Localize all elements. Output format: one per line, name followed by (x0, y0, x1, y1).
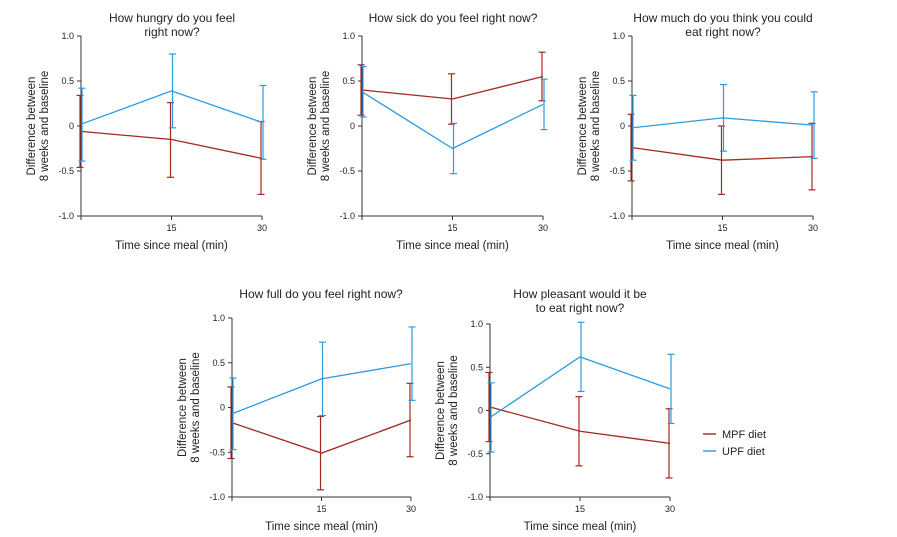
y-tick-label: 1.0 (342, 31, 355, 41)
y-axis-label-line: 8 weeks and baseline (590, 71, 602, 182)
x-tick-label: 30 (257, 223, 267, 233)
y-axis-label: Difference between8 weeks and baseline (435, 355, 460, 466)
chart-panel-2: How sick do you feel right now? -1.0 -0.5 0… (307, 11, 548, 252)
y-axis-label-line: 8 weeks and baseline (448, 355, 460, 466)
x-axis-label: Time since meal (min) (666, 240, 779, 252)
y-axis-label: Difference between8 weeks and baseline (26, 71, 51, 182)
series-line-mpf-diet (489, 406, 671, 445)
y-tick-label: -1.0 (339, 211, 355, 221)
y-tick-label: 0.5 (212, 358, 225, 368)
legend: MPF diet UPF diet (703, 429, 766, 458)
y-tick-label: -1.0 (58, 211, 74, 221)
chart-title-line: How much do you think you could (633, 11, 812, 25)
y-tick-label: -0.5 (467, 449, 483, 459)
y-axis-label: Difference between8 weeks and baseline (177, 352, 202, 463)
chart-title-line: How sick do you feel right now? (369, 11, 538, 25)
y-tick-label: 1.0 (470, 319, 483, 329)
chart-title-line: eat right now? (685, 25, 761, 39)
x-axis-label: Time since meal (min) (524, 521, 637, 533)
y-axis-label-line: 8 weeks and baseline (190, 352, 202, 463)
y-tick-label: 1.0 (61, 31, 74, 41)
y-tick-label: 0 (220, 403, 225, 413)
y-axis-label: Difference between8 weeks and baseline (577, 71, 602, 182)
y-tick-label: -1.0 (209, 492, 225, 502)
y-axis-label-line: Difference between (177, 358, 189, 457)
y-tick-label: -1.0 (467, 492, 483, 502)
x-tick-label: 30 (406, 504, 416, 514)
y-tick-label: -0.5 (609, 166, 625, 176)
x-tick-label: 15 (166, 223, 176, 233)
y-axis-label: Difference between8 weeks and baseline (307, 71, 332, 182)
series-line-upf-diet (361, 91, 544, 150)
chart-title-line: How hungry do you feel (109, 11, 235, 25)
chart-panel-4: How full do you feel right now? -1.0 -0.5 0… (177, 287, 416, 533)
y-tick-label: 0 (350, 121, 355, 131)
chart-title-line: to eat right now? (536, 301, 625, 315)
x-tick-label: 15 (316, 504, 326, 514)
x-tick-label: 30 (808, 223, 818, 233)
y-axis-label-line: 8 weeks and baseline (39, 71, 51, 182)
series-line-upf-diet (489, 356, 671, 418)
legend-label: MPF diet (722, 429, 766, 441)
x-tick-label: 15 (717, 223, 727, 233)
y-tick-label: 1.0 (612, 31, 625, 41)
y-tick-label: 1.0 (212, 313, 225, 323)
y-tick-label: -0.5 (58, 166, 74, 176)
y-axis-label-line: Difference between (307, 77, 319, 176)
y-tick-label: 0.5 (61, 76, 74, 86)
x-tick-label: 30 (665, 504, 675, 514)
y-tick-label: -0.5 (209, 447, 225, 457)
x-axis-label: Time since meal (min) (265, 521, 378, 533)
chart-title-line: How pleasant would it be (513, 287, 647, 301)
y-tick-label: -0.5 (339, 166, 355, 176)
series-line-mpf-diet (231, 419, 412, 454)
series-line-mpf-diet (361, 75, 544, 100)
y-tick-label: 0 (478, 406, 483, 416)
y-tick-label: 0 (69, 121, 74, 131)
chart-title-line: How full do you feel right now? (239, 287, 403, 301)
y-axis-label-line: Difference between (26, 77, 38, 176)
x-tick-label: 30 (538, 223, 548, 233)
y-tick-label: 0 (620, 121, 625, 131)
series-line-upf-diet (231, 363, 412, 415)
y-tick-label: 0.5 (470, 362, 483, 372)
y-tick-label: 0.5 (342, 76, 355, 86)
legend-label: UPF diet (722, 446, 765, 458)
x-tick-label: 15 (447, 223, 457, 233)
series-line-mpf-diet (631, 146, 814, 161)
x-tick-label: 15 (575, 504, 585, 514)
y-axis-label-line: Difference between (577, 77, 589, 176)
series-line-upf-diet (80, 90, 263, 125)
x-axis-label: Time since meal (min) (115, 240, 228, 252)
y-tick-label: 0.5 (612, 76, 625, 86)
series-line-mpf-diet (80, 130, 263, 160)
y-axis-label-line: Difference between (435, 361, 447, 460)
series-line-upf-diet (631, 117, 814, 129)
x-axis-label: Time since meal (min) (396, 240, 509, 252)
y-tick-label: -1.0 (609, 211, 625, 221)
chart-title-line: right now? (144, 25, 200, 39)
y-axis-label-line: 8 weeks and baseline (320, 71, 332, 182)
